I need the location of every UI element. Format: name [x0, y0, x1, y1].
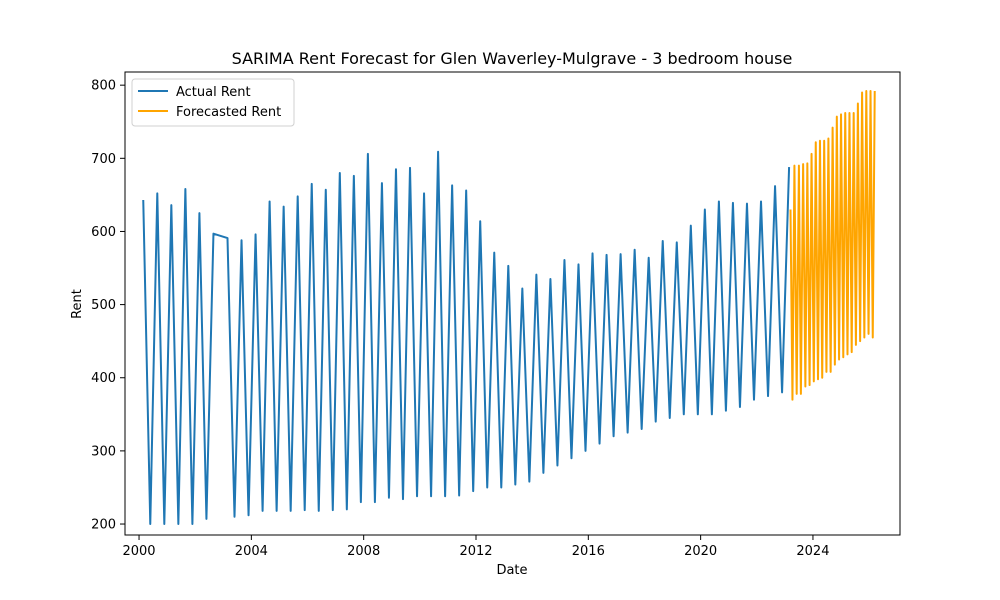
y-tick-label: 700	[91, 152, 116, 167]
y-tick-label: 200	[91, 518, 116, 533]
x-axis-title: Date	[496, 563, 527, 578]
x-axis: 2000 2004 2008 2012 2016 2020 2024	[122, 535, 829, 559]
plot-area	[124, 71, 901, 536]
series-line-actual-rent	[142, 150, 791, 526]
x-tick-label: 2008	[347, 544, 380, 559]
x-tick-label: 2016	[572, 544, 605, 559]
y-tick-label: 500	[91, 298, 116, 313]
legend-label-actual-rent: Actual Rent	[176, 85, 251, 100]
legend-label-forecasted-rent: Forecasted Rent	[176, 105, 281, 120]
legend: Actual Rent Forecasted Rent	[131, 78, 295, 127]
y-tick-label: 300	[91, 444, 116, 459]
y-axis-title: Rent	[70, 289, 85, 319]
y-tick-label: 800	[91, 79, 116, 94]
chart-title: SARIMA Rent Forecast for Glen Waverley-M…	[232, 49, 793, 68]
x-tick-label: 2004	[235, 544, 268, 559]
plot-frame	[124, 71, 901, 536]
series-line-forecasted-rent	[789, 90, 876, 401]
x-tick-label: 2020	[684, 544, 717, 559]
y-tick-label: 400	[91, 371, 116, 386]
y-tick-label: 600	[91, 225, 116, 240]
y-axis: 200 300 400 500 600 700 800	[91, 79, 125, 533]
x-tick-label: 2024	[796, 544, 829, 559]
x-tick-label: 2012	[459, 544, 492, 559]
legend-box	[131, 78, 295, 127]
series-layer	[142, 90, 876, 526]
x-tick-label: 2000	[122, 544, 155, 559]
